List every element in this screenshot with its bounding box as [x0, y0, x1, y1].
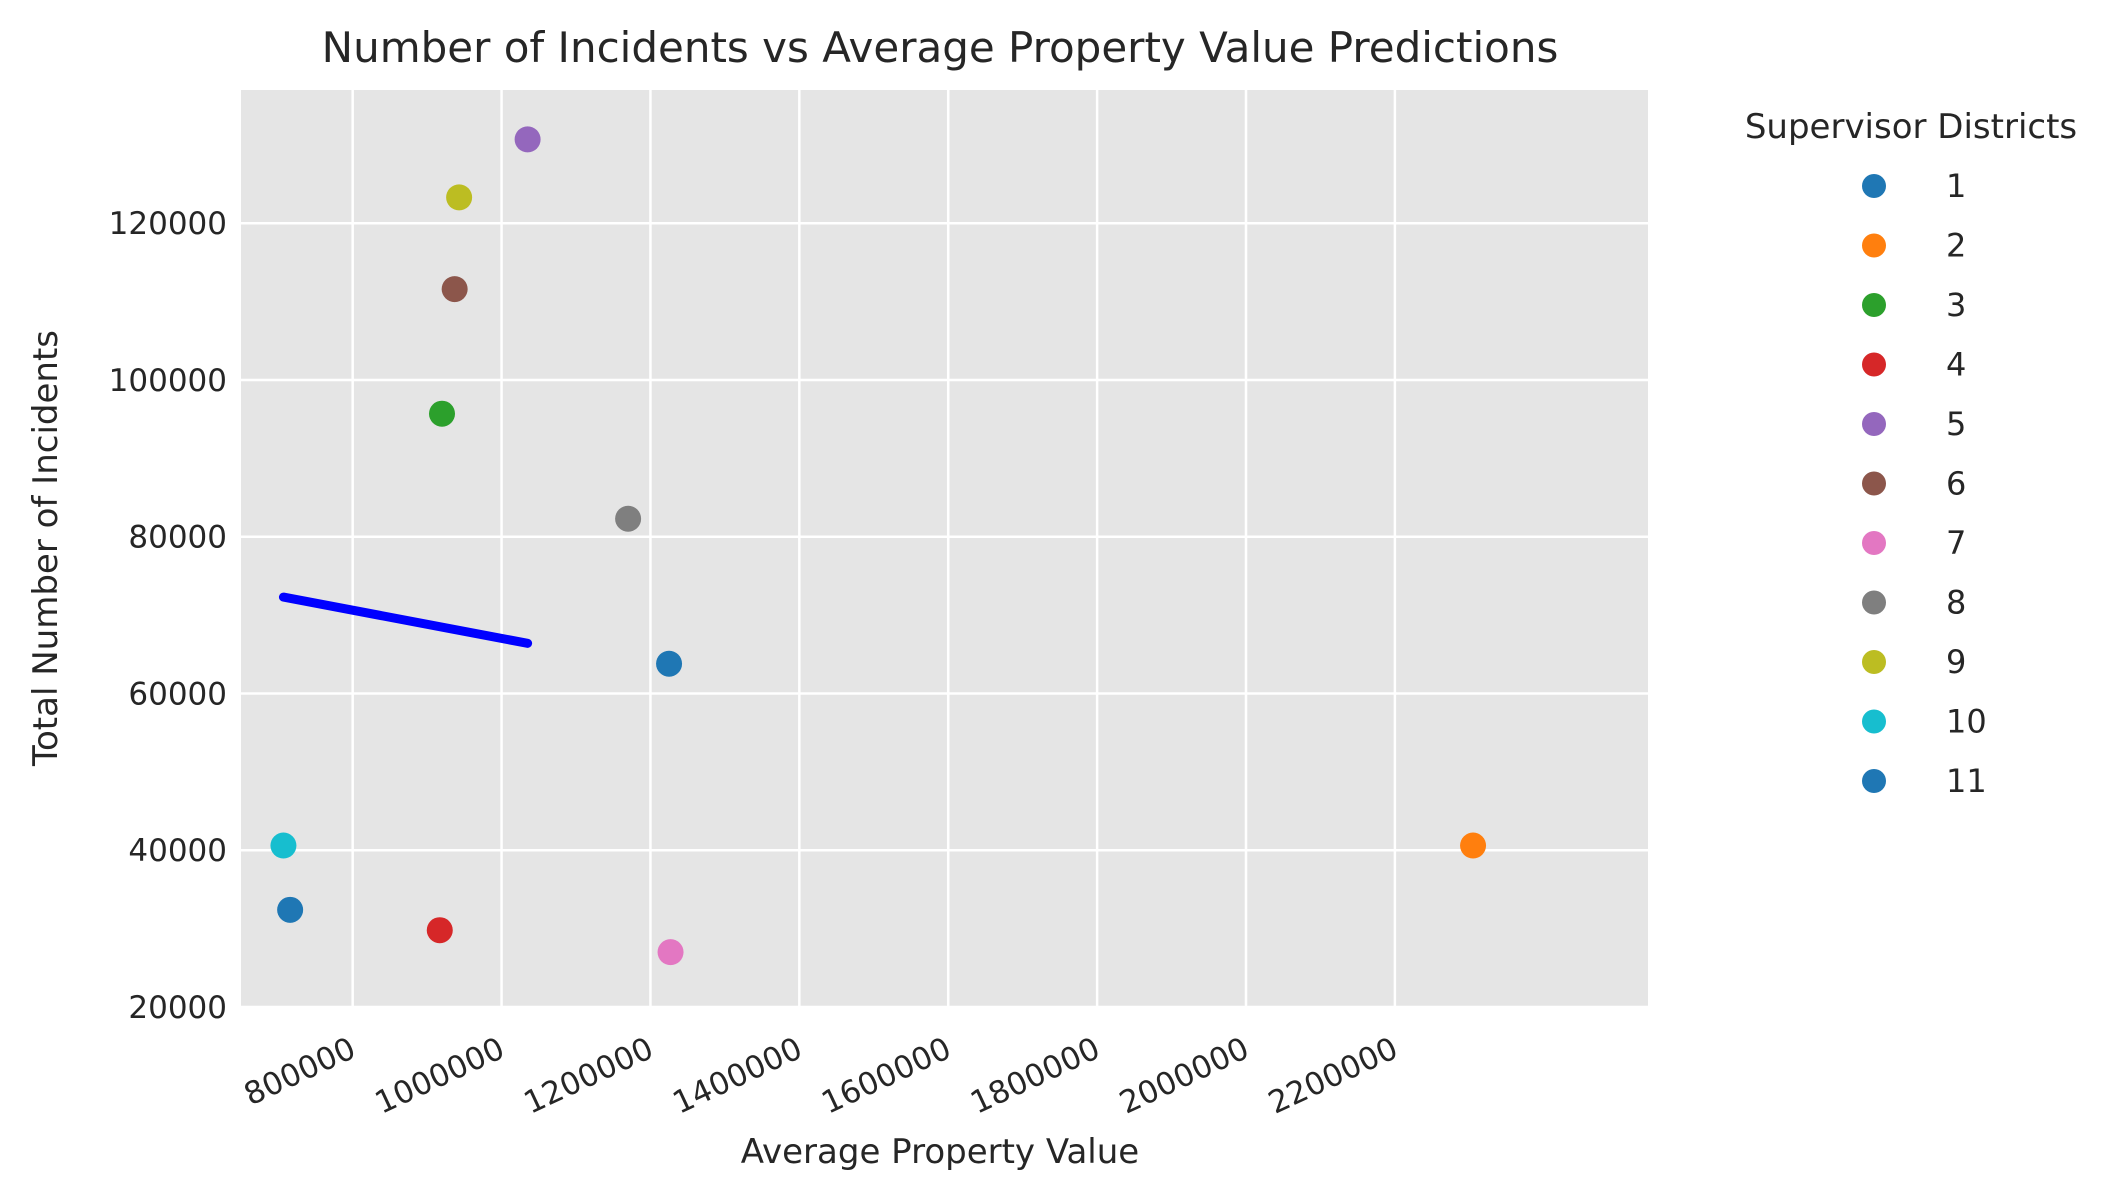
x-tick-labels: 800000 1000000 1200000 1400000 1600000 180000…	[239, 1030, 1404, 1121]
prediction-line	[278, 592, 533, 648]
y-tick-label: 100000	[109, 363, 227, 399]
data-point-district-5	[514, 126, 541, 153]
legend-marker-district-3	[1862, 293, 1886, 317]
legend-marker-district-6	[1862, 471, 1886, 496]
legend-label-district-7: 7	[1946, 524, 1966, 562]
legend-marker-district-7	[1862, 531, 1886, 555]
legend-marker-district-5	[1862, 412, 1886, 436]
data-point-district-1	[656, 650, 683, 677]
plot-background	[241, 90, 1648, 1007]
legend-items: 1 2 3 4 5 6 7 8 9 10 11	[1862, 167, 1987, 800]
data-point-district-9	[446, 184, 473, 211]
x-tick-label: 1400000	[667, 1030, 807, 1121]
y-tick-label: 60000	[128, 676, 227, 712]
legend-marker-district-10	[1862, 709, 1886, 734]
x-tick-label: 2200000	[1263, 1030, 1403, 1121]
legend-marker-district-4	[1862, 352, 1886, 377]
data-point-district-6	[441, 276, 468, 303]
legend-title: Supervisor Districts	[1745, 107, 2077, 147]
legend-marker-district-9	[1862, 650, 1886, 674]
legend-label-district-10: 10	[1946, 703, 1987, 741]
x-tick-label: 1200000	[519, 1030, 659, 1121]
x-axis-label: Average Property Value	[741, 1132, 1139, 1172]
x-tick-label: 1600000	[816, 1030, 956, 1121]
x-tick-label: 1800000	[965, 1030, 1105, 1121]
legend-marker-district-1	[1862, 174, 1886, 198]
legend-label-district-2: 2	[1946, 227, 1966, 265]
legend-label-district-5: 5	[1946, 405, 1966, 443]
grid-lines	[241, 90, 1648, 1009]
x-tick-label: 800000	[239, 1030, 361, 1113]
x-tick-label: 1000000	[370, 1030, 510, 1121]
data-point-district-10	[270, 832, 297, 859]
y-tick-label: 40000	[128, 833, 227, 869]
y-tick-label: 20000	[128, 990, 227, 1026]
data-point-district-2	[1460, 832, 1487, 859]
legend-label-district-1: 1	[1946, 167, 1966, 205]
y-tick-labels: 20000 40000 60000 80000 100000 120000	[109, 206, 227, 1026]
data-point-district-3	[429, 400, 455, 427]
legend-label-district-9: 9	[1946, 643, 1966, 681]
data-point-district-8	[615, 505, 642, 532]
legend-marker-district-2	[1862, 233, 1886, 258]
y-axis-label: Total Number of Incidents	[26, 330, 66, 767]
legend-label-district-6: 6	[1946, 465, 1966, 503]
legend-label-district-4: 4	[1946, 346, 1966, 384]
data-point-district-4	[426, 917, 453, 944]
legend-label-district-8: 8	[1946, 584, 1966, 622]
y-tick-label: 120000	[109, 206, 227, 242]
legend-label-district-11: 11	[1946, 762, 1987, 800]
legend-label-district-3: 3	[1946, 286, 1966, 324]
legend-marker-district-8	[1862, 590, 1886, 615]
chart-title: Number of Incidents vs Average Property …	[322, 23, 1559, 72]
x-tick-label: 2000000	[1114, 1030, 1254, 1121]
prediction-line-layer	[278, 592, 533, 648]
data-points	[270, 126, 1487, 966]
y-tick-label: 80000	[128, 520, 227, 556]
data-point-district-11	[277, 896, 304, 923]
legend-marker-district-11	[1862, 769, 1886, 793]
data-point-district-7	[657, 939, 684, 966]
legend: Supervisor Districts 1 2 3 4 5 6 7 8 9 10 11	[1745, 107, 2077, 800]
